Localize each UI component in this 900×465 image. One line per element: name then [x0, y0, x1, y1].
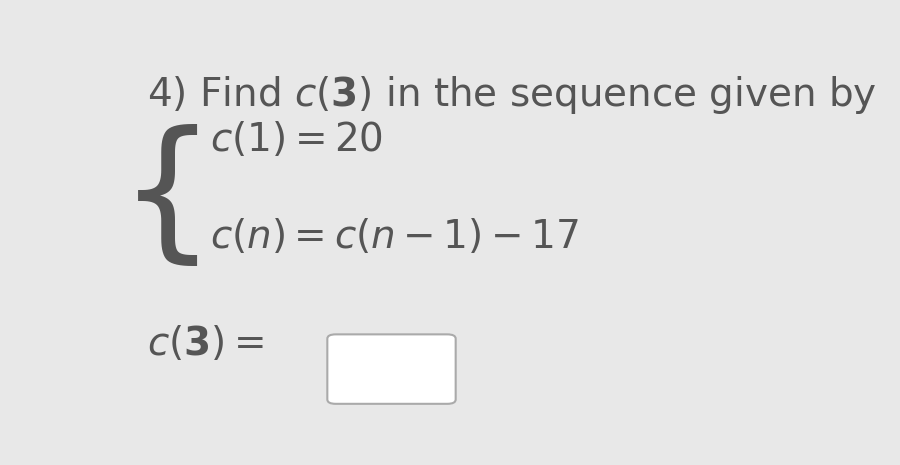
- FancyBboxPatch shape: [328, 334, 455, 404]
- Text: 4) Find $c(\mathbf{3})$ in the sequence given by: 4) Find $c(\mathbf{3})$ in the sequence …: [148, 74, 878, 116]
- Text: $\{$: $\{$: [118, 125, 198, 273]
- Text: $c(1) = 20$: $c(1) = 20$: [211, 120, 383, 159]
- Text: $c(\mathbf{3}) =$: $c(\mathbf{3}) =$: [148, 325, 265, 363]
- Text: $c(n) = c(n-1) - 17$: $c(n) = c(n-1) - 17$: [211, 217, 579, 256]
